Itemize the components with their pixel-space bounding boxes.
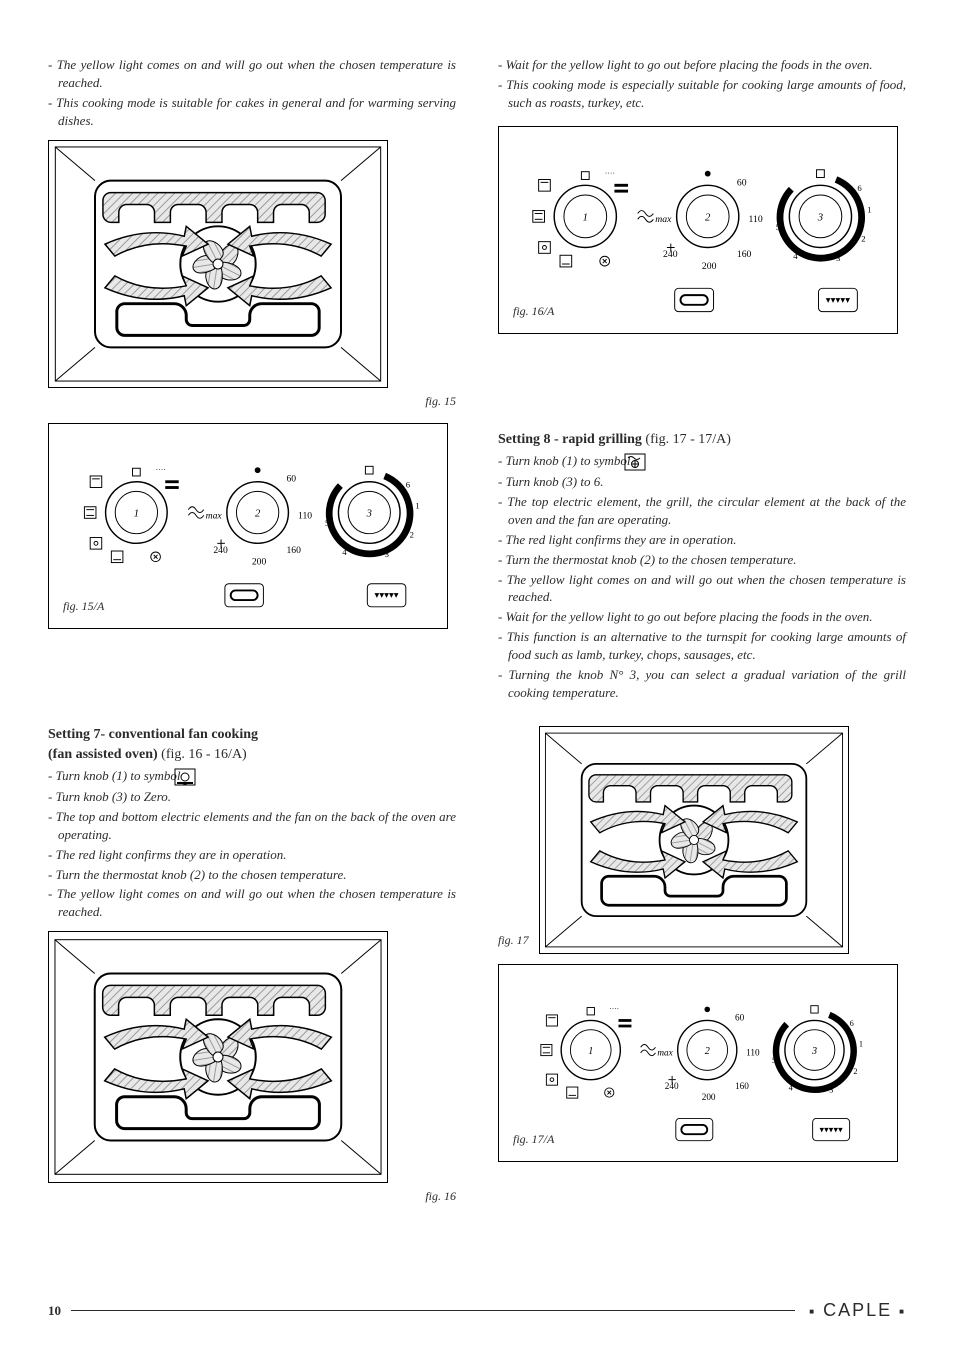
bullet: Turn the thermostat knob (2) to the chos…: [498, 551, 906, 569]
fig16-label: fig. 16: [48, 1189, 456, 1204]
fan-oven-icon: [184, 768, 206, 786]
figure-15: [48, 140, 388, 388]
fig15a-label: fig. 15/A: [63, 599, 104, 614]
bullet: The top electric element, the grill, the…: [498, 493, 906, 529]
setting8-heading: Setting 8 - rapid grilling (fig. 17 - 17…: [498, 432, 906, 448]
bullet: The red light confirms they are in opera…: [48, 846, 456, 864]
left-top-bullets: The yellow light comes on and will go ou…: [48, 56, 456, 130]
bullet: Turn knob (1) to symbol: [498, 452, 906, 471]
bullet: This function is an alternative to the t…: [498, 628, 906, 664]
bullet: Wait for the yellow light to go out befo…: [498, 608, 906, 626]
bullet: The yellow light comes on and will go ou…: [498, 571, 906, 607]
footer-rule: [71, 1310, 795, 1311]
figure-17: [539, 726, 849, 954]
figure-15a: fig. 15/A: [48, 423, 448, 629]
right-column: Wait for the yellow light to go out befo…: [498, 56, 906, 1204]
bullet: Turn knob (1) to symbol: [48, 767, 456, 786]
setting8-bullets: Turn knob (1) to symbol Turn knob (3) to…: [498, 452, 906, 702]
page-number: 10: [48, 1303, 61, 1319]
brand-logo: ■ CAPLE ■: [809, 1300, 906, 1321]
bullet: The yellow light comes on and will go ou…: [48, 56, 456, 92]
page-footer: 10 ■ CAPLE ■: [48, 1300, 906, 1321]
bullet: The red light confirms they are in opera…: [498, 531, 906, 549]
figure-17a: fig. 17/A: [498, 964, 898, 1162]
right-top-bullets: Wait for the yellow light to go out befo…: [498, 56, 906, 112]
bullet: The yellow light comes on and will go ou…: [48, 885, 456, 921]
fig17a-label: fig. 17/A: [513, 1132, 554, 1147]
bullet: The top and bottom electric elements and…: [48, 808, 456, 844]
bullet: Turn knob (3) to 6.: [498, 473, 906, 491]
setting7-bullets: Turn knob (1) to symbol Turn knob (3) to…: [48, 767, 456, 922]
bullet: Turning the knob N° 3, you can select a …: [498, 666, 906, 702]
bullet: Wait for the yellow light to go out befo…: [498, 56, 906, 74]
bullet: This cooking mode is especially suitable…: [498, 76, 906, 112]
fig16a-label: fig. 16/A: [513, 304, 554, 319]
fig17-label: fig. 17: [498, 933, 529, 948]
bullet: Turn knob (3) to Zero.: [48, 788, 456, 806]
rapid-grill-icon: [634, 453, 656, 471]
figure-16: [48, 931, 388, 1183]
bullet: This cooking mode is suitable for cakes …: [48, 94, 456, 130]
figure-16a: fig. 16/A: [498, 126, 898, 334]
fig15-label: fig. 15: [48, 394, 456, 409]
setting7-heading: Setting 7- conventional fan cooking (fan…: [48, 727, 456, 763]
bullet: Turn the thermostat knob (2) to the chos…: [48, 866, 456, 884]
left-column: The yellow light comes on and will go ou…: [48, 56, 456, 1204]
